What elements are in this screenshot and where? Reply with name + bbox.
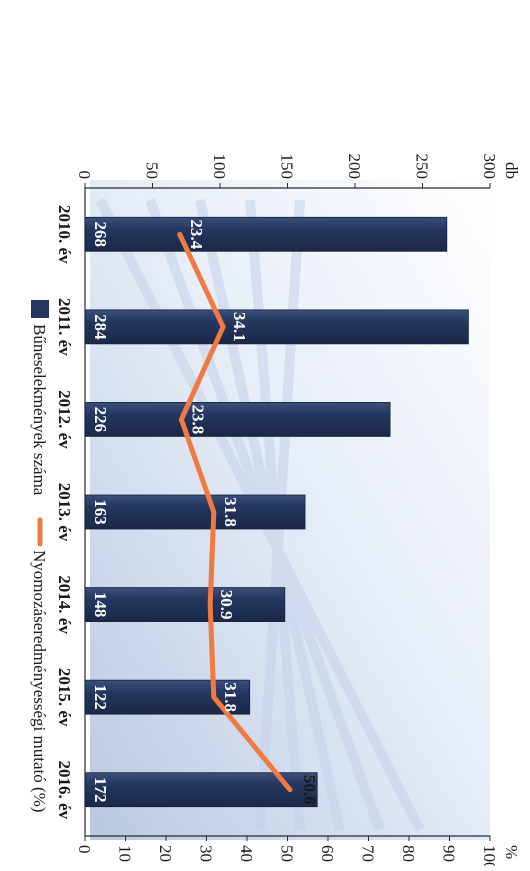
- bar-value-label: 163: [91, 499, 110, 525]
- x-axis-tick-label: 2013. év: [55, 483, 74, 542]
- bar-value-label: 122: [91, 684, 110, 710]
- line-point: [208, 602, 213, 607]
- line-point: [287, 787, 292, 792]
- right-axis-tick-label: 20: [156, 845, 175, 862]
- x-axis-tick-label: 2015. év: [55, 668, 74, 727]
- right-axis-tick-label: 70: [359, 845, 378, 862]
- legend-swatch-bars: [31, 300, 49, 318]
- bar: [84, 494, 306, 530]
- right-axis-tick-label: 90: [440, 845, 459, 862]
- line-point: [177, 232, 182, 237]
- line-value-label: 30.9: [217, 590, 236, 620]
- left-axis-tick-label: 250: [413, 154, 432, 180]
- left-axis-tick-label: 150: [278, 154, 297, 180]
- bar-value-label: 268: [91, 222, 110, 248]
- line-value-label: 23.8: [188, 405, 207, 435]
- line-value-label: 23.4: [187, 219, 206, 249]
- line-point: [179, 417, 184, 422]
- x-axis-tick-label: 2016. év: [55, 760, 74, 819]
- line-value-label: 50.6: [300, 775, 319, 805]
- bar: [84, 216, 448, 252]
- legend-label-bars: Bűneselekmények száma: [30, 324, 49, 496]
- right-axis-tick-label: 100: [480, 845, 499, 866]
- bar: [84, 309, 469, 345]
- bar: [84, 587, 286, 622]
- x-axis-tick-label: 2010. év: [55, 205, 74, 264]
- right-axis-tick-label: 0: [75, 845, 94, 854]
- x-axis-tick-label: 2012. év: [55, 390, 74, 449]
- left-axis-tick-label: 300: [480, 154, 499, 180]
- right-axis-tick-label: 80: [399, 845, 418, 862]
- bar: [84, 772, 318, 808]
- right-axis-tick-label: 10: [116, 845, 135, 862]
- right-axis-tick-label: 40: [237, 845, 256, 862]
- x-axis-tick-label: 2014. év: [55, 575, 74, 634]
- bar: [84, 402, 391, 437]
- left-axis-tick-label: 0: [75, 171, 94, 180]
- right-axis-tick-label: 60: [318, 845, 337, 862]
- line-point: [211, 510, 216, 514]
- bar-value-label: 148: [91, 592, 110, 618]
- bar: [84, 679, 251, 715]
- right-axis-tick-label: 50: [278, 845, 297, 862]
- line-point: [211, 695, 216, 700]
- x-axis-tick-label: 2011. év: [55, 298, 74, 356]
- line-value-label: 31.8: [221, 497, 240, 527]
- left-axis-tick-label: 200: [345, 154, 364, 180]
- left-axis-label: db: [502, 162, 521, 179]
- bar-value-label: 172: [91, 777, 110, 803]
- line-value-label: 34.1: [230, 312, 249, 342]
- bar-value-label: 226: [91, 407, 110, 433]
- left-axis-tick-label: 50: [143, 162, 162, 179]
- legend-label-line: Nyomozáseredményességi mutató (%): [30, 550, 49, 812]
- left-axis-tick-label: 100: [210, 154, 229, 180]
- right-axis-label: %: [502, 845, 521, 859]
- line-value-label: 31.8: [221, 682, 240, 712]
- right-axis-tick-label: 30: [197, 845, 216, 862]
- line-point: [221, 324, 226, 329]
- bar-value-label: 284: [91, 314, 110, 340]
